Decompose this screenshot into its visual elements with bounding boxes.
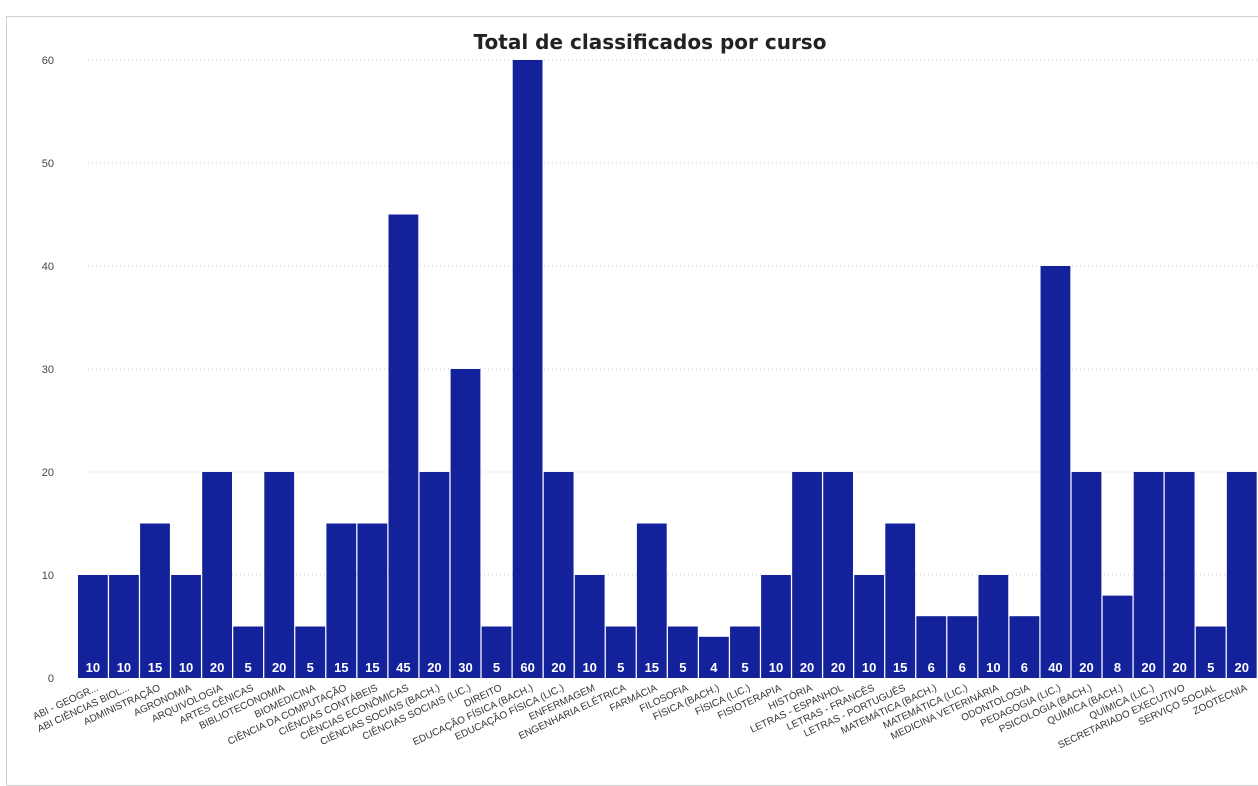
chart-title: Total de classificados por curso <box>473 30 827 54</box>
bar <box>171 575 201 678</box>
y-tick-label: 0 <box>48 673 54 685</box>
data-label: 10 <box>117 660 131 675</box>
bar <box>140 523 170 678</box>
bar <box>823 472 853 678</box>
data-label: 5 <box>307 660 314 675</box>
bar <box>885 523 916 678</box>
data-label: 10 <box>86 660 100 675</box>
data-label: 15 <box>893 660 907 675</box>
data-label: 15 <box>645 660 659 675</box>
data-label: 15 <box>148 660 162 675</box>
data-label: 20 <box>1235 660 1249 675</box>
data-label: 10 <box>769 660 783 675</box>
bar <box>1195 626 1226 678</box>
bar <box>1009 616 1040 678</box>
bar <box>1226 472 1257 678</box>
bar <box>978 575 1009 678</box>
data-label: 5 <box>617 660 624 675</box>
data-label: 20 <box>831 660 845 675</box>
bar <box>481 626 512 678</box>
bar <box>730 626 760 678</box>
bar <box>916 616 947 678</box>
data-label: 10 <box>986 660 1000 675</box>
bar <box>1102 595 1133 678</box>
bar <box>357 523 388 678</box>
bar <box>1071 472 1102 678</box>
data-label: 4 <box>710 660 718 675</box>
data-label: 10 <box>582 660 596 675</box>
bar <box>1040 266 1071 678</box>
bar <box>574 575 605 678</box>
bar <box>78 575 108 678</box>
y-tick-label: 10 <box>42 570 54 582</box>
bar <box>326 523 357 678</box>
data-label: 15 <box>365 660 379 675</box>
bar <box>264 472 295 678</box>
data-label: 6 <box>928 660 935 675</box>
bar <box>543 472 574 678</box>
data-label: 5 <box>493 660 500 675</box>
bar <box>419 472 450 678</box>
bar <box>667 626 698 678</box>
bar <box>854 575 885 678</box>
bar <box>202 472 232 678</box>
bar <box>699 636 729 678</box>
data-label: 20 <box>272 660 286 675</box>
bar <box>792 472 822 678</box>
data-label: 8 <box>1114 660 1121 675</box>
bar <box>761 575 791 678</box>
bar <box>233 626 264 678</box>
bar <box>295 626 326 678</box>
data-label: 20 <box>800 660 814 675</box>
data-label: 60 <box>520 660 534 675</box>
bar <box>605 626 636 678</box>
data-label: 20 <box>1141 660 1155 675</box>
data-label: 5 <box>1207 660 1214 675</box>
data-label: 10 <box>862 660 876 675</box>
data-label: 40 <box>1048 660 1062 675</box>
bar <box>388 214 419 678</box>
bar <box>636 523 667 678</box>
data-label: 5 <box>741 660 748 675</box>
data-label: 5 <box>679 660 686 675</box>
bar <box>1133 472 1164 678</box>
bar <box>109 575 139 678</box>
data-label: 10 <box>179 660 193 675</box>
data-label: 20 <box>1172 660 1186 675</box>
bar <box>512 60 543 678</box>
data-label: 20 <box>210 660 224 675</box>
bar <box>1164 472 1195 678</box>
data-label: 20 <box>427 660 441 675</box>
data-label: 6 <box>959 660 966 675</box>
data-label: 15 <box>334 660 348 675</box>
data-label: 20 <box>551 660 565 675</box>
bar <box>450 369 481 678</box>
y-tick-label: 30 <box>42 364 54 376</box>
data-label: 45 <box>396 660 410 675</box>
y-tick-label: 60 <box>42 55 54 67</box>
data-label: 6 <box>1021 660 1028 675</box>
y-tick-label: 40 <box>42 261 54 273</box>
bar <box>947 616 978 678</box>
y-tick-label: 50 <box>42 158 54 170</box>
data-label: 30 <box>458 660 472 675</box>
data-label: 20 <box>1079 660 1093 675</box>
y-tick-label: 20 <box>42 467 54 479</box>
data-label: 5 <box>245 660 252 675</box>
